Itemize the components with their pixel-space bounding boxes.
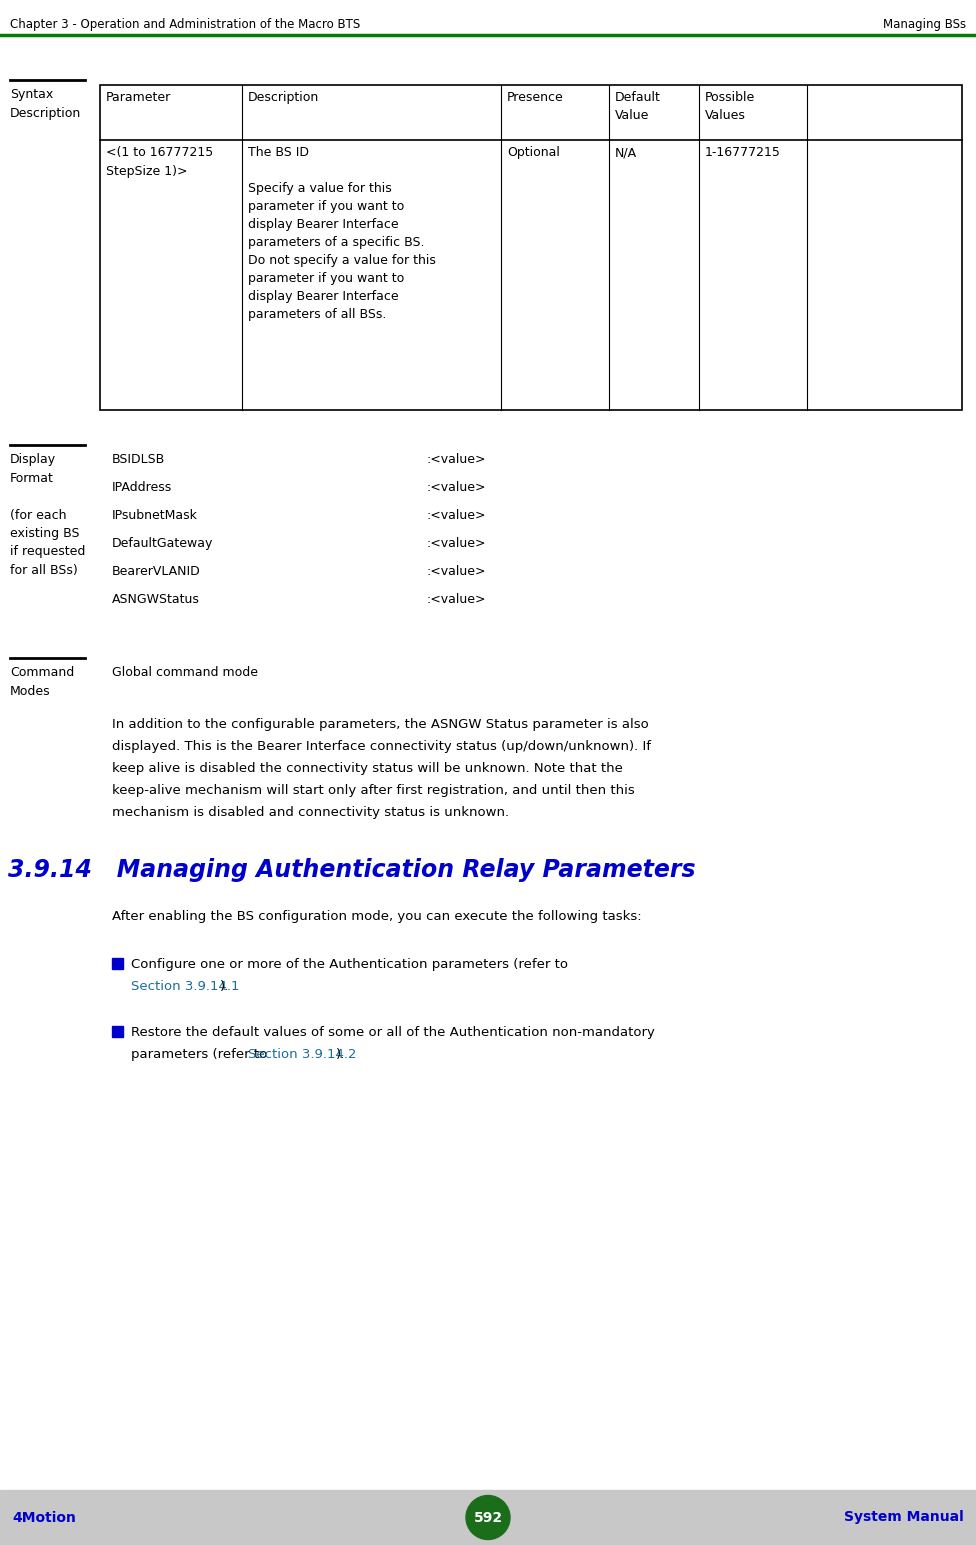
Text: The BS ID: The BS ID [248, 145, 309, 159]
Text: Default
Value: Default Value [615, 91, 661, 122]
Text: display Bearer Interface: display Bearer Interface [248, 290, 399, 303]
Text: System Manual: System Manual [844, 1511, 964, 1525]
Text: Syntax
Description: Syntax Description [10, 88, 81, 121]
Text: Presence: Presence [507, 91, 563, 104]
Text: Global command mode: Global command mode [112, 666, 258, 678]
Text: Description: Description [248, 91, 319, 104]
Text: ).: ). [337, 1048, 346, 1061]
Text: DefaultGateway: DefaultGateway [112, 538, 214, 550]
Text: Possible
Values: Possible Values [705, 91, 755, 122]
Text: :<value>: :<value> [426, 593, 485, 606]
Text: parameters (refer to: parameters (refer to [131, 1048, 271, 1061]
Text: :<value>: :<value> [426, 480, 485, 494]
Text: N/A: N/A [615, 145, 636, 159]
Text: IPAddress: IPAddress [112, 480, 172, 494]
Text: parameter if you want to: parameter if you want to [248, 272, 404, 284]
Text: IPsubnetMask: IPsubnetMask [112, 508, 198, 522]
Text: BearerVLANID: BearerVLANID [112, 565, 201, 578]
Text: :<value>: :<value> [426, 508, 485, 522]
Text: BSIDLSB: BSIDLSB [112, 453, 165, 467]
Text: parameters of all BSs.: parameters of all BSs. [248, 307, 386, 321]
Text: <(1 to 16777215
StepSize 1)>: <(1 to 16777215 StepSize 1)> [106, 145, 213, 178]
Text: Section 3.9.14.2: Section 3.9.14.2 [248, 1048, 356, 1061]
Text: Chapter 3 - Operation and Administration of the Macro BTS: Chapter 3 - Operation and Administration… [10, 19, 360, 31]
Text: Display
Format

(for each
existing BS
if requested
for all BSs): Display Format (for each existing BS if … [10, 453, 85, 576]
Bar [112, 1026, 123, 1037]
Text: Restore the default values of some or all of the Authentication non-mandatory: Restore the default values of some or al… [131, 1026, 655, 1038]
Text: Specify a value for this: Specify a value for this [248, 182, 392, 195]
Bar [112, 958, 123, 969]
Text: Do not specify a value for this: Do not specify a value for this [248, 253, 436, 267]
Text: Optional: Optional [507, 145, 559, 159]
Text: displayed. This is the Bearer Interface connectivity status (up/down/unknown). I: displayed. This is the Bearer Interface … [112, 740, 651, 752]
Text: Parameter: Parameter [106, 91, 171, 104]
Text: :<value>: :<value> [426, 538, 485, 550]
Text: In addition to the configurable parameters, the ASNGW Status parameter is also: In addition to the configurable paramete… [112, 718, 649, 731]
Text: mechanism is disabled and connectivity status is unknown.: mechanism is disabled and connectivity s… [112, 806, 509, 819]
Text: ASNGWStatus: ASNGWStatus [112, 593, 200, 606]
Text: 1-16777215: 1-16777215 [705, 145, 781, 159]
Bar [100, 85, 962, 409]
Text: 592: 592 [473, 1511, 503, 1525]
Text: :<value>: :<value> [426, 453, 485, 467]
Text: Configure one or more of the Authentication parameters (refer to: Configure one or more of the Authenticat… [131, 958, 568, 970]
Text: Managing BSs: Managing BSs [883, 19, 966, 31]
Bar [0, 1489, 976, 1545]
Text: keep-alive mechanism will start only after first registration, and until then th: keep-alive mechanism will start only aft… [112, 783, 634, 797]
Text: Section 3.9.14.1: Section 3.9.14.1 [131, 980, 239, 993]
Text: ).: ). [220, 980, 229, 993]
Text: After enabling the BS configuration mode, you can execute the following tasks:: After enabling the BS configuration mode… [112, 910, 641, 922]
Text: parameter if you want to: parameter if you want to [248, 199, 404, 213]
Text: parameters of a specific BS.: parameters of a specific BS. [248, 236, 425, 249]
Text: 4Motion: 4Motion [12, 1511, 76, 1525]
Text: Command
Modes: Command Modes [10, 666, 74, 698]
Text: keep alive is disabled the connectivity status will be unknown. Note that the: keep alive is disabled the connectivity … [112, 762, 623, 776]
Circle shape [466, 1496, 510, 1539]
Text: display Bearer Interface: display Bearer Interface [248, 218, 399, 232]
Text: :<value>: :<value> [426, 565, 485, 578]
Text: 3.9.14   Managing Authentication Relay Parameters: 3.9.14 Managing Authentication Relay Par… [8, 857, 696, 882]
